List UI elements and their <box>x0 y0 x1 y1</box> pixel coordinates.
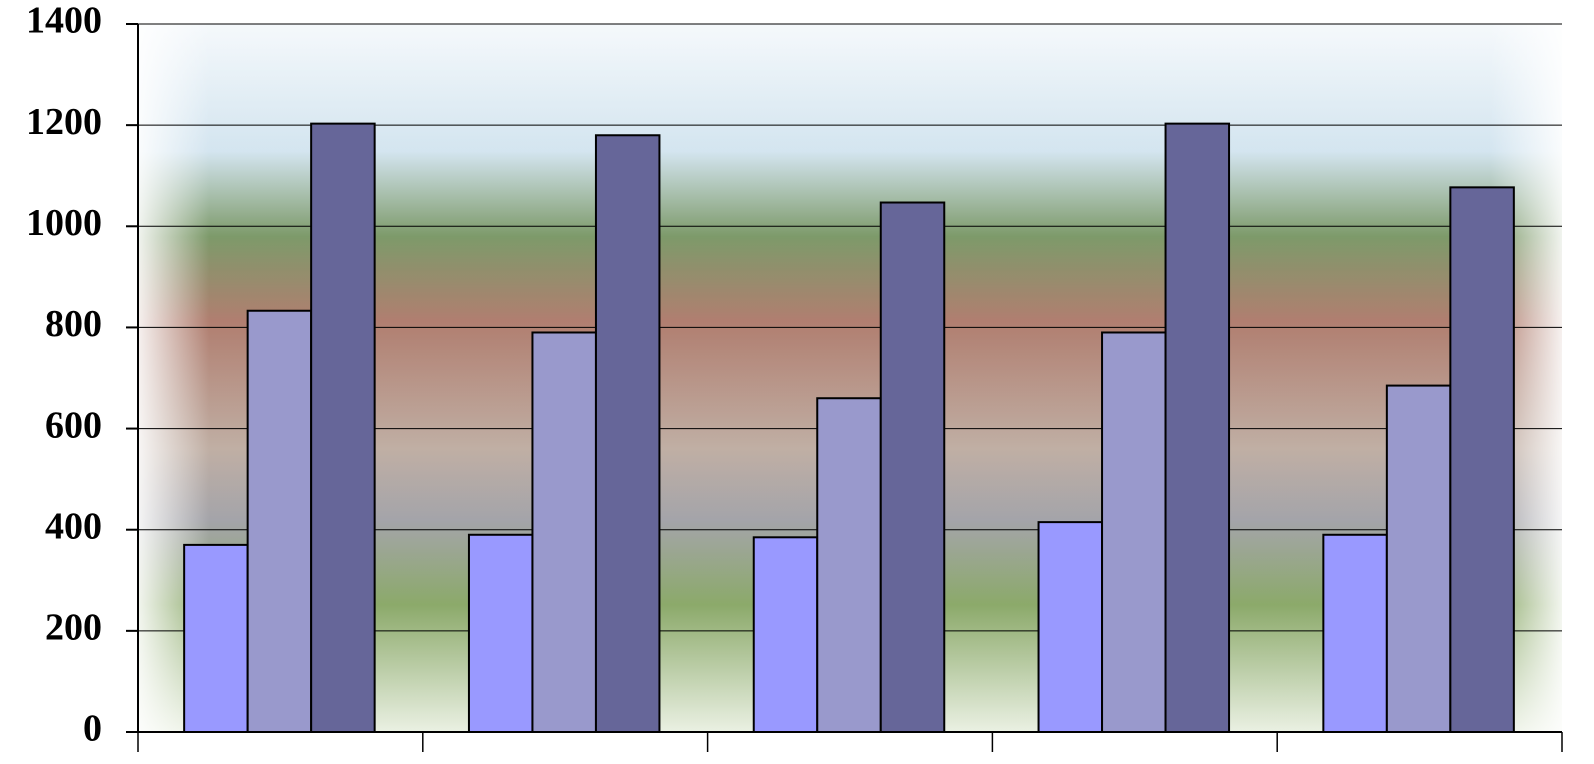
bar <box>752 536 819 733</box>
bar <box>1322 533 1388 733</box>
y-tick-label: 0 <box>83 708 102 750</box>
bar <box>467 533 534 733</box>
bar <box>1385 384 1452 733</box>
y-tick-label: 400 <box>45 505 102 547</box>
y-tick-label: 600 <box>45 404 102 446</box>
bar <box>594 134 661 733</box>
y-tick-label: 1400 <box>26 0 102 42</box>
y-tick-label: 800 <box>45 303 102 345</box>
bar <box>879 201 946 733</box>
bar <box>1101 331 1167 733</box>
bar <box>310 122 376 733</box>
bar <box>246 309 313 733</box>
bar <box>183 543 249 734</box>
y-tick-label: 1000 <box>26 202 102 244</box>
bar <box>531 331 597 733</box>
y-tick-label: 200 <box>45 607 102 649</box>
bar <box>1037 521 1104 734</box>
bar <box>1164 122 1231 733</box>
y-tick-label: 1200 <box>26 101 102 143</box>
bar <box>1449 186 1515 734</box>
bar <box>816 397 882 733</box>
